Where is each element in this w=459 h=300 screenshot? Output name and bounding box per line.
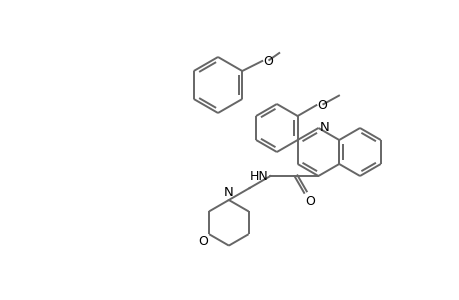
Text: N: N [224,186,233,199]
Text: HN: HN [249,169,268,182]
Text: O: O [263,55,273,68]
Text: O: O [198,235,207,248]
Text: N: N [319,121,329,134]
Text: O: O [305,195,315,208]
Text: O: O [317,99,326,112]
